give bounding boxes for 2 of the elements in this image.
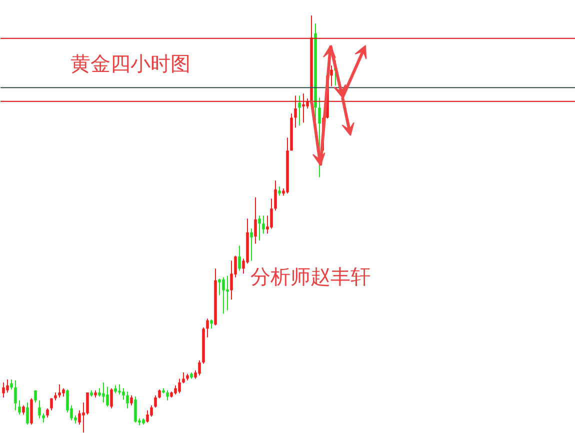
annotation: 黄金四小时图 bbox=[70, 52, 190, 76]
annotation: 分析师赵丰轩 bbox=[250, 264, 370, 288]
